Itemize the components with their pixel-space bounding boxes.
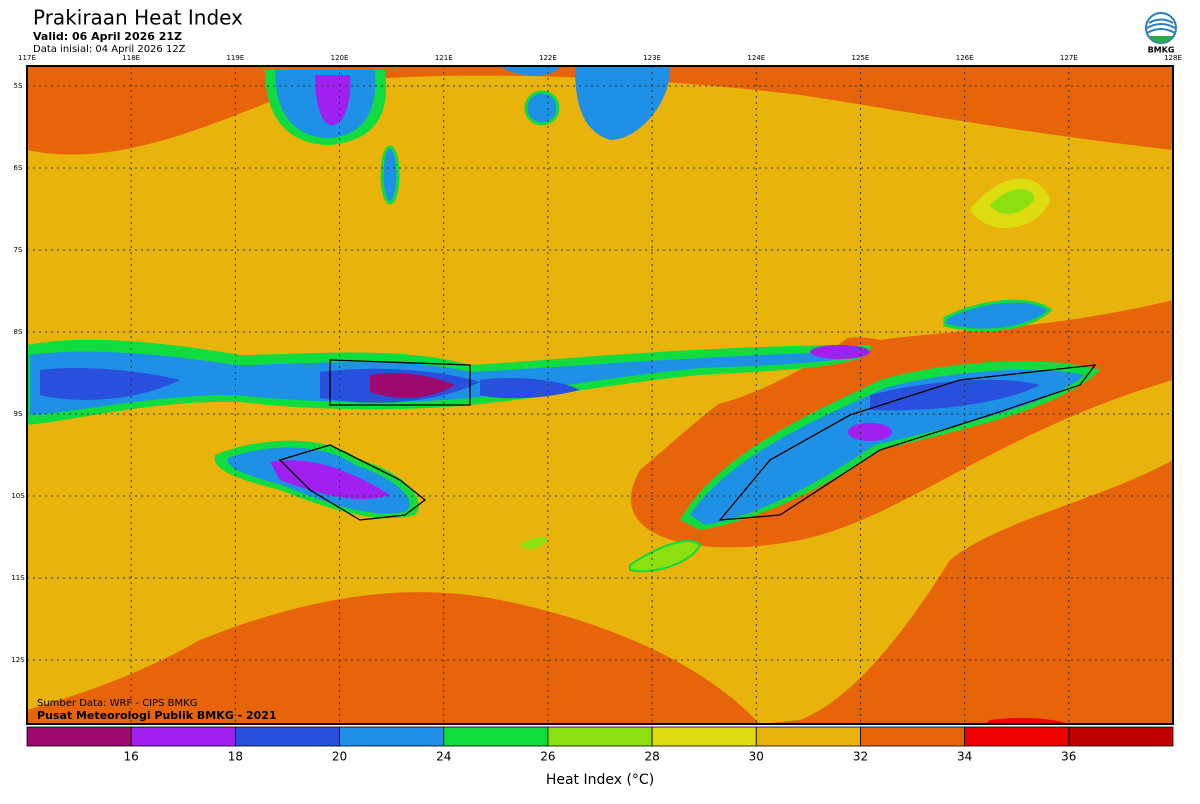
lon-label: 128E [1164,54,1182,62]
lon-label: 123E [643,54,661,62]
map-area [26,65,1174,725]
logo-text: BMKG [1148,46,1175,55]
colorbar-tick-label: 16 [124,750,139,764]
lat-label: 7S [14,246,23,254]
colorbar: 16 18 20 24 26 28 30 32 34 36 [26,726,1174,764]
title: Prakiraan Heat Index [33,6,243,30]
colorbar-box [860,726,966,747]
colorbar-tick-label: 18 [228,750,243,764]
colorbar-tick-label: 30 [749,750,764,764]
colorbar-tick-label: 36 [1061,750,1076,764]
colorbar-tick-label: 26 [540,750,555,764]
colorbar-box [1068,726,1174,747]
colorbar-box [26,726,132,747]
colorbar-box [547,726,653,747]
lat-label: 11S [11,574,25,582]
logo: BMKG [1145,12,1177,55]
graticule [27,66,1173,724]
lon-label: 121E [435,54,453,62]
lon-label: 124E [747,54,765,62]
colorbar-tick-label: 34 [957,750,972,764]
colorbar-tick-label: 28 [644,750,659,764]
lat-label: 9S [14,410,23,418]
colorbar-tick-label: 32 [853,750,868,764]
lat-label: 6S [14,164,23,172]
colorbar-box [234,726,340,747]
colorbar-label: Heat Index (°C) [546,772,654,788]
lat-label: 5S [14,82,23,90]
colorbar-box [339,726,445,747]
lon-label: 125E [852,54,870,62]
colorbar-box [755,726,861,747]
colorbar-box [130,726,236,747]
lon-label: 127E [1060,54,1078,62]
credit-text: Pusat Meteorologi Publik BMKG - 2021 [37,709,277,722]
lat-label: 12S [11,656,25,664]
colorbar-box [964,726,1070,747]
lon-label: 118E [122,54,140,62]
lon-label: 119E [226,54,244,62]
lon-label: 117E [18,54,36,62]
lon-label: 122E [539,54,557,62]
lat-label: 8S [14,328,23,336]
init-time: Data inisial: 04 April 2026 12Z [33,44,186,55]
colorbar-tick-label: 24 [436,750,451,764]
lat-label: 10S [11,492,25,500]
lon-label: 126E [956,54,974,62]
colorbar-box [443,726,549,747]
valid-time: Valid: 06 April 2026 21Z [33,30,182,43]
colorbar-box [651,726,757,747]
source-text: Sumber Data: WRF - CIPS BMKG [37,698,197,709]
colorbar-tick-label: 20 [332,750,347,764]
lon-label: 120E [331,54,349,62]
